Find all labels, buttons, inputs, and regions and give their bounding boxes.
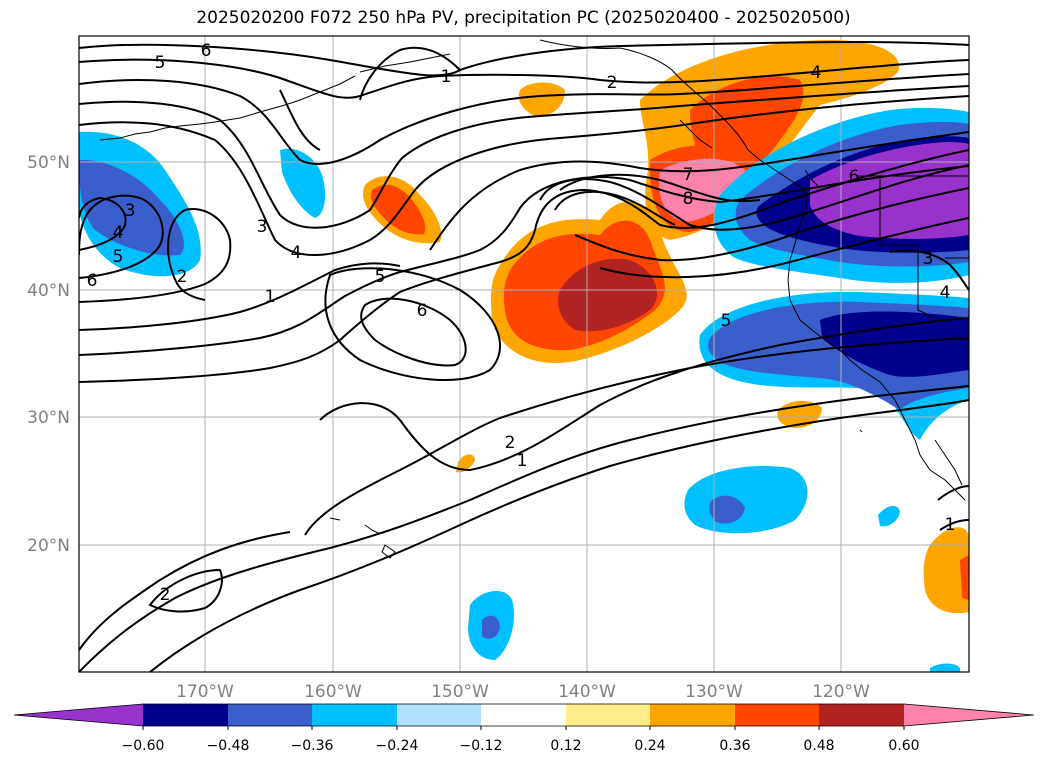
- lat-label-50n: 50°N: [27, 153, 70, 173]
- colorbar-extend-high: [904, 704, 1034, 726]
- colorbar-tick-label: −0.60: [122, 738, 165, 754]
- contour-label: 2: [177, 267, 188, 287]
- contour-label: 4: [940, 283, 951, 303]
- coastlines: [99, 39, 969, 559]
- colorbar-tick-label: 0.60: [888, 738, 919, 754]
- contour-label: 3: [257, 217, 268, 237]
- lat-label-40n: 40°N: [27, 281, 70, 301]
- map-frame: [78, 35, 970, 673]
- gridlines: [79, 36, 969, 672]
- colorbar-tick-label: −0.48: [207, 738, 250, 754]
- contour-label: 6: [417, 301, 428, 321]
- latitude-labels: 50°N 40°N 30°N 20°N: [27, 153, 70, 556]
- colorbar-tick-label: 0.36: [719, 738, 750, 754]
- lat-label-20n: 20°N: [27, 536, 70, 556]
- contour-label: 3: [125, 201, 136, 221]
- contour-label: 5: [155, 53, 166, 73]
- colorbar-tick-label: 0.24: [634, 738, 665, 754]
- map-area: 5 6 1 2 4 7 8 3 4 6 5 3 4 5 6 2 1 3 4 5 …: [79, 36, 969, 672]
- contour-label: 6: [849, 167, 860, 187]
- contour-label: 4: [811, 63, 822, 83]
- colorbar-segment: [819, 704, 904, 726]
- colorbar-segment: [143, 704, 228, 726]
- lat-label-30n: 30°N: [27, 408, 70, 428]
- lon-label-160w: 160°W: [304, 682, 362, 702]
- colorbar-tick-label: 0.12: [550, 738, 581, 754]
- contour-label: 7: [683, 165, 694, 185]
- colorbar-segment: [566, 704, 650, 726]
- lon-label-170w: 170°W: [176, 682, 234, 702]
- contour-label: 1: [517, 451, 528, 471]
- colorbar-tick-label: −0.24: [376, 738, 419, 754]
- contour-label: 6: [87, 271, 98, 291]
- colorbar-segment: [397, 704, 481, 726]
- colorbar-segment: [312, 704, 397, 726]
- colorbar-segment: [228, 704, 312, 726]
- colorbar-tick-label: −0.12: [460, 738, 503, 754]
- map-title: 2025020200 F072 250 hPa PV, precipitatio…: [196, 8, 851, 28]
- colorbar-extend-low: [14, 704, 143, 726]
- lon-label-120w: 120°W: [812, 682, 870, 702]
- longitude-labels: 170°W 160°W 150°W 140°W 130°W 120°W: [176, 682, 870, 702]
- lon-label-130w: 130°W: [685, 682, 743, 702]
- pv-contours: [79, 40, 969, 672]
- contour-label: 5: [721, 311, 732, 331]
- contour-label: 1: [945, 515, 956, 535]
- colorbar-segment: [481, 704, 566, 726]
- contour-label: 2: [160, 585, 171, 605]
- precip-negative-shading: [79, 107, 969, 672]
- contour-label: 1: [441, 67, 452, 87]
- contour-label: 2: [607, 73, 618, 93]
- contour-label: 4: [291, 243, 302, 263]
- colorbar-segment: [735, 704, 819, 726]
- lon-label-150w: 150°W: [431, 682, 489, 702]
- lon-label-140w: 140°W: [558, 682, 616, 702]
- contour-label: 6: [201, 41, 212, 61]
- precip-positive-shading: [362, 40, 969, 614]
- colorbar-tick-label: −0.36: [291, 738, 334, 754]
- colorbar-segment: [650, 704, 735, 726]
- contour-label: 8: [683, 189, 694, 209]
- colorbar-ticks: −0.60 −0.48 −0.36 −0.24 −0.12 0.12 0.24 …: [122, 738, 920, 754]
- contour-label: 3: [923, 249, 934, 269]
- colorbar-tick-label: 0.48: [803, 738, 834, 754]
- contour-label: 5: [375, 267, 386, 287]
- colorbar: [13, 703, 1035, 730]
- contour-label: 5: [113, 247, 124, 267]
- contour-label: 1: [265, 287, 276, 307]
- contour-label: 4: [113, 223, 124, 243]
- contour-label: 2: [505, 433, 516, 453]
- contour-labels: 5 6 1 2 4 7 8 3 4 6 5 3 4 5 6 2 1 3 4 5 …: [87, 41, 956, 605]
